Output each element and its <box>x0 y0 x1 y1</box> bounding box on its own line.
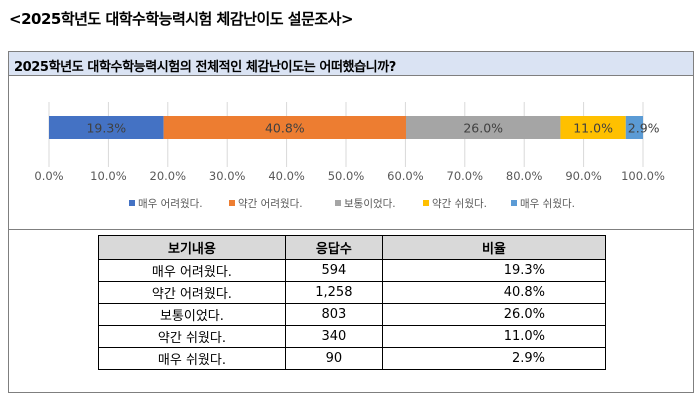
data-label: 19.3% <box>86 121 126 136</box>
x-tick-label: 40.0% <box>268 169 305 183</box>
x-tick-label: 60.0% <box>387 169 424 183</box>
legend-swatch <box>129 200 135 206</box>
table-row: 보통이었다. 803 26.0% <box>98 303 607 326</box>
table-row: 약간 쉬웠다. 340 11.0% <box>98 325 607 348</box>
question-header: 2025학년도 대학수학능력시험의 전체적인 체감난이도는 어떠했습니까? <box>9 52 693 76</box>
bar-segment <box>405 116 561 139</box>
ratio-cell: 11.0% <box>381 325 607 348</box>
x-tick-label: 10.0% <box>90 169 127 183</box>
legend-label: 보통이었다. <box>344 198 396 210</box>
table-row: 매우 어려웠다. 594 19.3% <box>98 259 607 282</box>
data-label: 2.9% <box>628 121 660 136</box>
header-ratio: 비율 <box>381 235 607 260</box>
ratio-cell: 26.0% <box>381 303 607 326</box>
x-tick-label: 70.0% <box>447 169 484 183</box>
count-cell: 340 <box>284 325 383 348</box>
legend-swatch <box>335 200 341 206</box>
header-count: 응답수 <box>284 235 383 260</box>
legend-swatch <box>423 200 429 206</box>
legend-label: 매우 어려웠다. <box>138 198 203 210</box>
bar-segment <box>49 116 164 139</box>
count-cell: 90 <box>284 347 383 370</box>
survey-panel: 2025학년도 대학수학능력시험의 전체적인 체감난이도는 어떠했습니까? 19… <box>8 51 694 393</box>
stacked-bar-chart: 19.3% 40.8% 26.0% 11.0% 2.9% 0.0% 10.0% 20.0% 30… <box>34 102 665 210</box>
bar-segment <box>163 116 406 139</box>
response-table: 보기내용 응답수 비율 매우 어려웠다. 594 19.3% 약간 어려웠다. … <box>98 235 607 370</box>
x-tick-label: 80.0% <box>506 169 543 183</box>
x-tick-label: 0.0% <box>34 169 63 183</box>
legend-swatch <box>229 200 235 206</box>
count-cell: 1,258 <box>284 281 383 304</box>
ratio-cell: 2.9% <box>381 347 607 370</box>
legend-swatch <box>511 200 517 206</box>
option-cell: 약간 어려웠다. <box>98 281 286 304</box>
page-title: <2025학년도 대학수학능력시험 체감난이도 설문조사> <box>9 10 354 28</box>
option-cell: 보통이었다. <box>98 303 286 326</box>
option-cell: 약간 쉬웠다. <box>98 325 286 348</box>
header-option: 보기내용 <box>98 235 286 260</box>
bar-segment <box>560 116 626 139</box>
table-row: 매우 쉬웠다. 90 2.9% <box>98 347 607 370</box>
option-cell: 매우 어려웠다. <box>98 259 286 282</box>
x-tick-label: 30.0% <box>209 169 246 183</box>
ratio-cell: 19.3% <box>381 259 607 282</box>
legend-label: 약간 쉬웠다. <box>432 198 487 210</box>
panel-divider <box>9 229 693 230</box>
count-cell: 594 <box>284 259 383 282</box>
option-cell: 매우 쉬웠다. <box>98 347 286 370</box>
legend-label: 약간 어려웠다. <box>238 198 303 210</box>
count-cell: 803 <box>284 303 383 326</box>
data-label: 11.0% <box>573 121 613 136</box>
x-tick-label: 100.0% <box>621 169 665 183</box>
legend-label: 매우 쉬웠다. <box>520 198 575 210</box>
data-label: 26.0% <box>463 121 503 136</box>
x-tick-label: 90.0% <box>565 169 602 183</box>
x-tick-label: 20.0% <box>150 169 187 183</box>
data-label: 40.8% <box>265 121 305 136</box>
ratio-cell: 40.8% <box>381 281 607 304</box>
table-row: 약간 어려웠다. 1,258 40.8% <box>98 281 607 304</box>
bar-segment <box>625 116 643 139</box>
x-tick-label: 50.0% <box>328 169 365 183</box>
table-header-row: 보기내용 응답수 비율 <box>98 235 607 260</box>
